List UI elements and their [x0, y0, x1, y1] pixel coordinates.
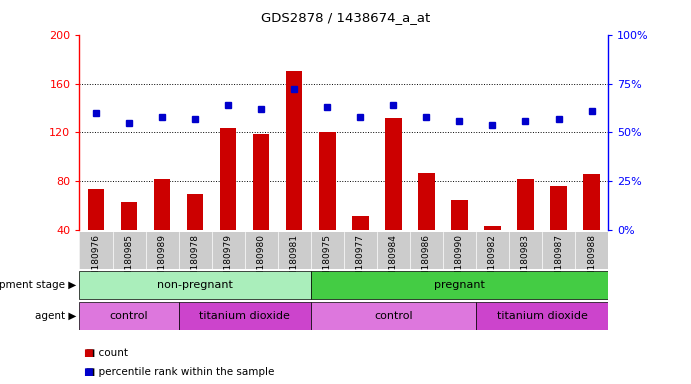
Bar	[187, 194, 203, 230]
Text: GSM180978: GSM180978	[191, 234, 200, 289]
Bar	[79, 302, 178, 329]
Bar	[319, 132, 336, 230]
Bar	[311, 302, 476, 329]
Text: ■: ■	[83, 348, 93, 358]
Text: GSM180989: GSM180989	[158, 234, 167, 289]
Text: GSM180977: GSM180977	[356, 234, 365, 289]
Text: GSM180979: GSM180979	[224, 234, 233, 289]
Text: GSM180987: GSM180987	[554, 234, 563, 289]
Text: GSM180976: GSM180976	[91, 234, 100, 289]
Text: GSM180981: GSM180981	[290, 234, 299, 289]
Text: ■ count: ■ count	[79, 348, 129, 358]
Text: GSM180980: GSM180980	[256, 234, 265, 289]
Text: GSM180985: GSM180985	[124, 234, 133, 289]
Text: agent ▶: agent ▶	[35, 311, 76, 321]
Bar	[178, 302, 311, 329]
Bar	[253, 134, 269, 230]
Bar	[88, 189, 104, 230]
Bar	[418, 173, 435, 230]
Bar	[286, 71, 303, 230]
Text: GSM180975: GSM180975	[323, 234, 332, 289]
Text: GSM180982: GSM180982	[488, 234, 497, 289]
Text: control: control	[374, 311, 413, 321]
Text: control: control	[110, 311, 149, 321]
Text: GSM180983: GSM180983	[521, 234, 530, 289]
Text: development stage ▶: development stage ▶	[0, 280, 76, 290]
Bar	[385, 118, 401, 230]
Text: GSM180988: GSM180988	[587, 234, 596, 289]
Text: GSM180984: GSM180984	[389, 234, 398, 289]
Bar	[121, 202, 138, 230]
Bar	[476, 302, 608, 329]
Text: GSM180990: GSM180990	[455, 234, 464, 289]
Text: titanium dioxide: titanium dioxide	[199, 311, 290, 321]
Text: GDS2878 / 1438674_a_at: GDS2878 / 1438674_a_at	[261, 12, 430, 25]
Bar	[311, 271, 608, 299]
Text: GSM180986: GSM180986	[422, 234, 431, 289]
Text: ■: ■	[83, 367, 93, 377]
Bar	[352, 216, 368, 230]
Bar	[583, 174, 600, 230]
Text: pregnant: pregnant	[434, 280, 485, 290]
Bar	[484, 225, 501, 230]
Bar	[220, 127, 236, 230]
Text: non-pregnant: non-pregnant	[157, 280, 233, 290]
Text: ■ percentile rank within the sample: ■ percentile rank within the sample	[79, 367, 275, 377]
Bar	[518, 179, 533, 230]
Bar	[154, 179, 170, 230]
Bar	[550, 186, 567, 230]
Text: titanium dioxide: titanium dioxide	[497, 311, 587, 321]
Bar	[79, 271, 311, 299]
Bar	[451, 200, 468, 230]
